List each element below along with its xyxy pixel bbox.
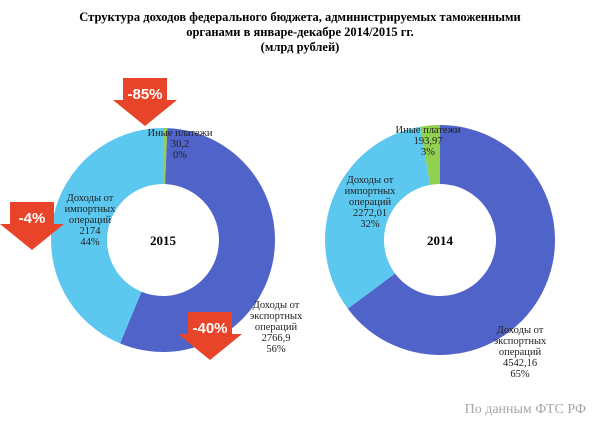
slice-percent: 65% bbox=[510, 369, 530, 380]
slice-category: Доходы от экспортных операций bbox=[249, 300, 303, 333]
slice-label: Иные платежи 30,2 0% bbox=[147, 128, 213, 161]
slice-percent: 44% bbox=[80, 237, 100, 248]
annotation: -40% bbox=[192, 320, 227, 337]
slice-category: Доходы от экспортных операций bbox=[493, 325, 547, 358]
donut-segment bbox=[120, 128, 275, 352]
slice-label: Доходы от импортных операций 2272,01 32% bbox=[337, 175, 403, 230]
donut-segment bbox=[420, 125, 440, 185]
slice-label: Доходы от импортных операций 2174 44% bbox=[57, 193, 123, 248]
donut-segment bbox=[325, 126, 431, 309]
slice-category: Доходы от импортных операций bbox=[64, 193, 116, 226]
center-label: 2014 bbox=[427, 233, 454, 248]
source-note: По данным ФТС РФ bbox=[464, 402, 586, 417]
arrow bbox=[0, 202, 64, 250]
slice-value: 2174 bbox=[79, 226, 101, 237]
chart-title: Структура доходов федерального бюджета, … bbox=[79, 10, 521, 39]
slice-category: Иные платежи bbox=[147, 128, 213, 139]
slice-value: 2766,9 bbox=[261, 333, 291, 344]
slice-category: Иные платежи bbox=[395, 125, 461, 136]
arrow bbox=[113, 78, 177, 126]
slice-value: 30,2 bbox=[170, 139, 190, 150]
donut-segment bbox=[163, 128, 168, 185]
chart-subtitle: (млрд рублей) bbox=[260, 40, 340, 54]
arrow bbox=[178, 312, 242, 360]
slice-value: 4542,16 bbox=[502, 358, 538, 369]
annotation: -4% bbox=[19, 210, 46, 227]
center-label: 2015 bbox=[150, 233, 177, 248]
slice-label: Доходы от экспортных операций 4542,16 65% bbox=[487, 325, 553, 380]
slice-category: Доходы от импортных операций bbox=[344, 175, 396, 208]
slice-label: Доходы от экспортных операций 2766,9 56% bbox=[243, 300, 309, 355]
slice-percent: 3% bbox=[421, 147, 435, 158]
annotation: -85% bbox=[127, 86, 162, 103]
slice-value: 193,97 bbox=[413, 136, 443, 147]
donut-segment bbox=[347, 125, 555, 355]
slice-percent: 56% bbox=[266, 344, 286, 355]
donut-segment bbox=[50, 128, 163, 344]
slice-value: 2272,01 bbox=[352, 208, 388, 219]
slice-percent: 0% bbox=[173, 150, 187, 161]
slice-percent: 32% bbox=[360, 219, 380, 230]
slice-label: Иные платежи 193,97 3% bbox=[395, 125, 461, 158]
